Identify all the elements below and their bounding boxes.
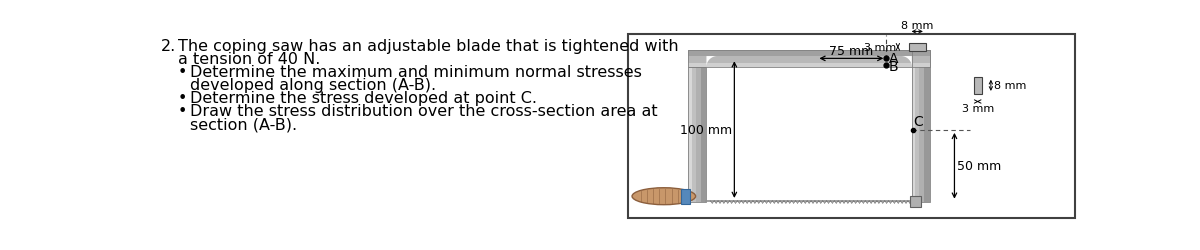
Bar [688, 68, 707, 202]
Text: 3 mm: 3 mm [961, 104, 994, 114]
Ellipse shape [632, 188, 696, 205]
Bar [688, 55, 930, 56]
Text: •: • [178, 104, 187, 118]
Text: Determine the maximum and minimum normal stresses: Determine the maximum and minimum normal… [191, 64, 642, 80]
Bar [688, 54, 930, 55]
Text: 3 mm: 3 mm [864, 43, 896, 52]
Bar [912, 51, 930, 202]
Bar [688, 57, 930, 58]
Text: developed along section (A-B).: developed along section (A-B). [191, 78, 437, 92]
Text: 50 mm: 50 mm [956, 160, 1001, 172]
Text: Determine the stress developed at point C.: Determine the stress developed at point … [191, 90, 538, 106]
Text: Draw the stress distribution over the cross-section area at: Draw the stress distribution over the cr… [191, 104, 658, 118]
Text: 75 mm: 75 mm [829, 45, 874, 58]
Polygon shape [901, 57, 912, 68]
Bar [688, 63, 930, 64]
Text: 100 mm: 100 mm [680, 124, 732, 136]
Bar [688, 66, 930, 67]
Bar [688, 56, 930, 57]
Text: C: C [913, 115, 923, 129]
Bar [688, 64, 930, 65]
Bar [688, 61, 930, 62]
Bar [680, 189, 690, 204]
Text: A: A [888, 52, 898, 65]
Bar [688, 58, 930, 59]
Bar [688, 62, 930, 63]
Text: •: • [178, 64, 187, 80]
Bar [688, 59, 930, 60]
Bar [688, 67, 930, 68]
Text: 2.: 2. [161, 38, 176, 54]
Text: The coping saw has an adjustable blade that is tightened with: The coping saw has an adjustable blade t… [178, 38, 678, 54]
Text: 8 mm: 8 mm [994, 81, 1026, 91]
Bar [974, 78, 982, 94]
Bar [688, 52, 930, 53]
Text: B: B [888, 60, 898, 74]
Bar [628, 34, 1075, 218]
Bar [688, 192, 690, 200]
Polygon shape [707, 57, 718, 68]
Text: 8 mm: 8 mm [901, 21, 934, 31]
Text: a tension of 40 N.: a tension of 40 N. [178, 52, 320, 66]
Bar [911, 196, 922, 207]
Bar [688, 53, 930, 54]
Bar [688, 60, 930, 61]
Bar [908, 44, 925, 52]
Text: •: • [178, 90, 187, 106]
Bar [688, 65, 930, 66]
Bar [688, 51, 930, 68]
Text: section (A-B).: section (A-B). [191, 117, 298, 132]
